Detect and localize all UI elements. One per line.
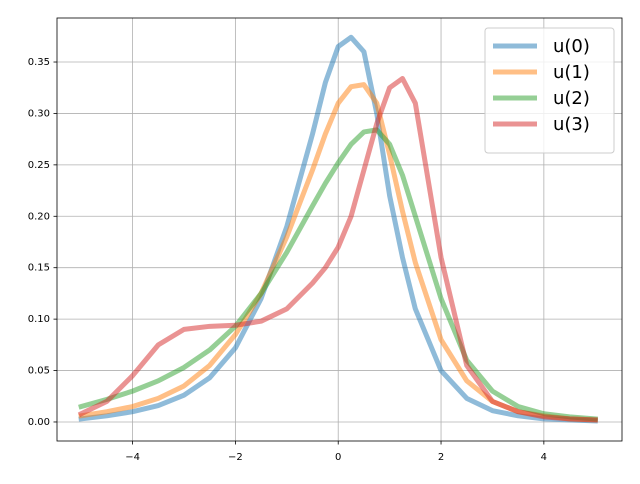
x-tick-label: 0 [335, 452, 341, 463]
lines [77, 34, 598, 424]
x-tick-label: −4 [125, 452, 140, 463]
x-tick-label: −2 [228, 452, 243, 463]
legend-label: u(3) [553, 114, 590, 135]
y-tick-label: 0.05 [28, 366, 50, 377]
y-tick-label: 0.20 [28, 211, 50, 222]
legend: u(0) u(1) u(2) u(3) [484, 27, 615, 154]
legend-label: u(2) [553, 88, 590, 109]
legend-label: u(0) [553, 36, 590, 57]
y-tick-label: 0.30 [28, 108, 50, 119]
y-tick-label: 0.15 [28, 263, 50, 274]
plot-frame [56, 17, 623, 442]
legend-label: u(1) [553, 62, 590, 83]
y-tick-label: 0.00 [28, 417, 50, 428]
y-tick-label: 0.25 [28, 160, 50, 171]
series-line [78, 34, 598, 424]
series-line [78, 127, 598, 422]
y-tick-label: 0.35 [28, 57, 50, 68]
ticks: −4 −2 0 2 4 0.00 0.05 0.10 0.15 0.20 0.25 0.30 0.35 [28, 57, 547, 463]
x-tick-label: 4 [541, 452, 547, 463]
y-tick-label: 0.10 [28, 314, 50, 325]
x-tick-label: 2 [438, 452, 444, 463]
series-line [77, 75, 598, 423]
